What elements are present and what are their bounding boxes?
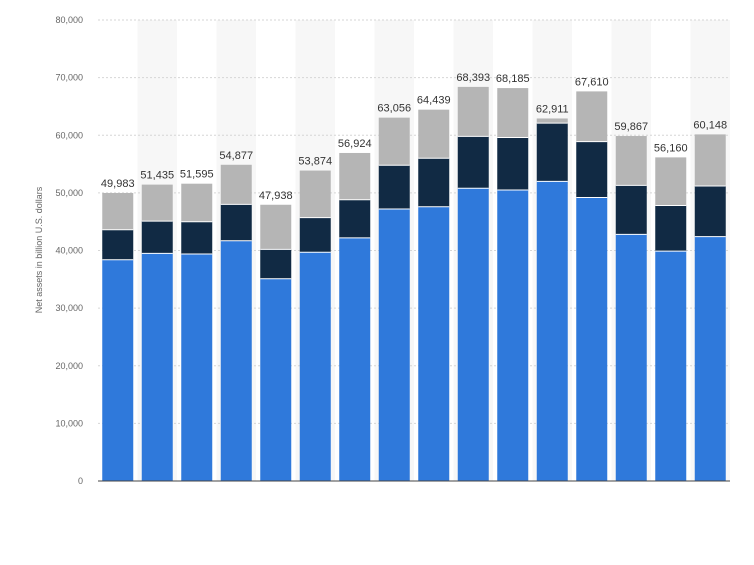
bar-segment-3 <box>655 157 687 206</box>
bars <box>102 86 726 482</box>
bar-segment-1 <box>378 209 410 481</box>
bar-segment-1 <box>260 278 292 481</box>
bar-segment-2 <box>220 204 252 241</box>
bar-segment-1 <box>299 252 331 481</box>
bar-total-label: 67,610 <box>575 76 609 88</box>
bar-segment-1 <box>655 251 687 481</box>
bar-segment-2 <box>694 185 726 237</box>
y-tick-label: 40,000 <box>55 246 83 256</box>
bar-segment-3 <box>418 109 450 159</box>
bar-segment-3 <box>299 170 331 218</box>
bar-total-label: 51,435 <box>140 170 174 182</box>
bar-segment-2 <box>378 165 410 210</box>
bar-segment-2 <box>457 136 489 189</box>
y-axis-title: Net assets in billion U.S. dollars <box>34 186 44 313</box>
y-tick-label: 60,000 <box>55 130 83 140</box>
bar-total-label: 68,393 <box>456 72 490 84</box>
y-tick-label: 10,000 <box>55 418 83 428</box>
bar-segment-3 <box>536 118 568 124</box>
bar-total-label: 47,938 <box>259 190 293 202</box>
bar-segment-3 <box>260 204 292 250</box>
bar-segment-1 <box>141 253 173 481</box>
bar-segment-3 <box>339 152 371 200</box>
bar-segment-1 <box>102 259 134 481</box>
bar-segment-3 <box>102 192 134 230</box>
y-tick-label: 20,000 <box>55 361 83 371</box>
bar-segment-3 <box>141 184 173 222</box>
y-tick-label: 0 <box>78 476 83 486</box>
bar-segment-1 <box>694 236 726 481</box>
bar-segment-1 <box>339 237 371 481</box>
bar-segment-1 <box>457 188 489 481</box>
bar-segment-2 <box>339 199 371 238</box>
bar-segment-2 <box>655 205 687 252</box>
bar-segment-1 <box>497 189 529 481</box>
bar-segment-2 <box>615 185 647 235</box>
bar-total-label: 60,148 <box>693 119 727 131</box>
bar-segment-3 <box>378 117 410 166</box>
y-tick-label: 80,000 <box>55 15 83 25</box>
bar-segment-2 <box>102 229 134 260</box>
bar-segment-1 <box>615 234 647 481</box>
bar-segment-2 <box>497 137 529 190</box>
y-tick-label: 70,000 <box>55 73 83 83</box>
bar-segment-3 <box>576 91 608 142</box>
bar-segment-3 <box>181 183 213 222</box>
bar-segment-1 <box>576 197 608 482</box>
y-tick-label: 30,000 <box>55 303 83 313</box>
bar-segment-3 <box>497 88 529 138</box>
y-axis-ticks: 0 10,000 20,000 30,000 40,000 50,000 60,000 70,… <box>55 15 83 486</box>
bar-total-label: 49,983 <box>101 178 135 190</box>
bar-total-label: 68,185 <box>496 73 530 85</box>
bar-segment-2 <box>260 249 292 279</box>
bar-total-label: 54,877 <box>219 150 253 162</box>
bar-total-label: 62,911 <box>536 103 569 115</box>
bar-segment-2 <box>181 221 213 254</box>
y-tick-label: 50,000 <box>55 188 83 198</box>
bar-segment-2 <box>141 221 173 254</box>
bar-segment-3 <box>615 136 647 186</box>
bar-total-label: 56,160 <box>654 142 688 154</box>
total-labels: 49,983 51,435 51,595 54,877 47,938 53,874 56,9… <box>101 72 727 202</box>
bar-segment-3 <box>694 134 726 186</box>
bar-segment-2 <box>299 217 331 253</box>
bar-total-label: 59,867 <box>614 121 648 133</box>
bar-segment-1 <box>220 240 252 481</box>
bar-segment-1 <box>418 206 450 481</box>
bar-total-label: 53,874 <box>298 156 332 168</box>
bar-segment-1 <box>181 253 213 481</box>
bar-segment-2 <box>576 141 608 198</box>
bar-total-label: 51,595 <box>180 169 214 181</box>
bar-total-label: 56,924 <box>338 138 372 150</box>
bar-segment-1 <box>536 181 568 481</box>
bar-segment-2 <box>536 123 568 182</box>
bar-segment-3 <box>220 164 252 205</box>
bar-segment-3 <box>457 86 489 137</box>
bar-total-label: 64,439 <box>417 95 451 107</box>
bar-total-label: 63,056 <box>377 103 411 115</box>
bar-segment-2 <box>418 158 450 207</box>
